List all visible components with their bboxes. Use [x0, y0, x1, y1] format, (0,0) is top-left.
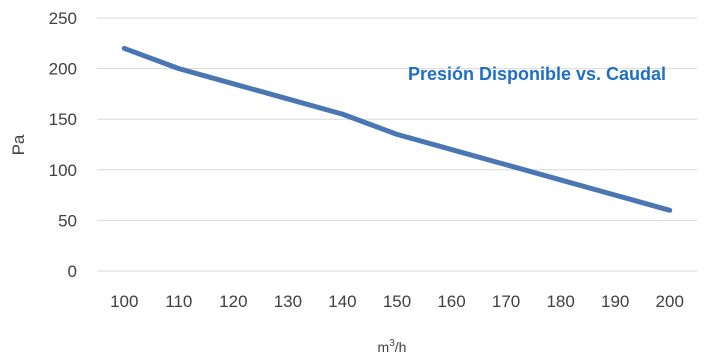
y-tick-label-250: 250 [49, 9, 77, 28]
y-tick-label-100: 100 [49, 161, 77, 180]
series-group [121, 45, 673, 213]
y-tick-label-50: 50 [58, 211, 77, 230]
chart-title: Presión Disponible vs. Caudal [408, 64, 666, 84]
x-tick-label-180: 180 [546, 292, 574, 311]
x-tick-label-120: 120 [219, 292, 247, 311]
x-axis-title: m3/h [378, 338, 407, 355]
x-tick-label-100: 100 [110, 292, 138, 311]
x-tick-label-130: 130 [274, 292, 302, 311]
x-tick-label-190: 190 [601, 292, 629, 311]
x-tick-label-110: 110 [165, 292, 192, 311]
x-tick-label-170: 170 [492, 292, 520, 311]
gridlines [97, 17, 697, 272]
x-tick-label-200: 200 [656, 292, 684, 311]
x-tick-label-150: 150 [383, 292, 411, 311]
x-tick-label-160: 160 [437, 292, 465, 311]
x-axis-ticks: 100 110 120 130 140 150 160 170 180 190 200 [110, 292, 684, 311]
y-tick-label-0: 0 [68, 262, 77, 281]
x-axis-title-superscript: 3 [389, 338, 395, 349]
y-axis-ticks: 0 50 100 150 200 250 [49, 9, 77, 281]
x-axis-title-base: m [378, 339, 390, 355]
x-axis-title-rest: /h [395, 339, 407, 355]
y-tick-label-150: 150 [49, 110, 77, 129]
y-tick-label-200: 200 [49, 60, 77, 79]
x-tick-label-140: 140 [328, 292, 356, 311]
y-axis-title: Pa [9, 134, 28, 155]
